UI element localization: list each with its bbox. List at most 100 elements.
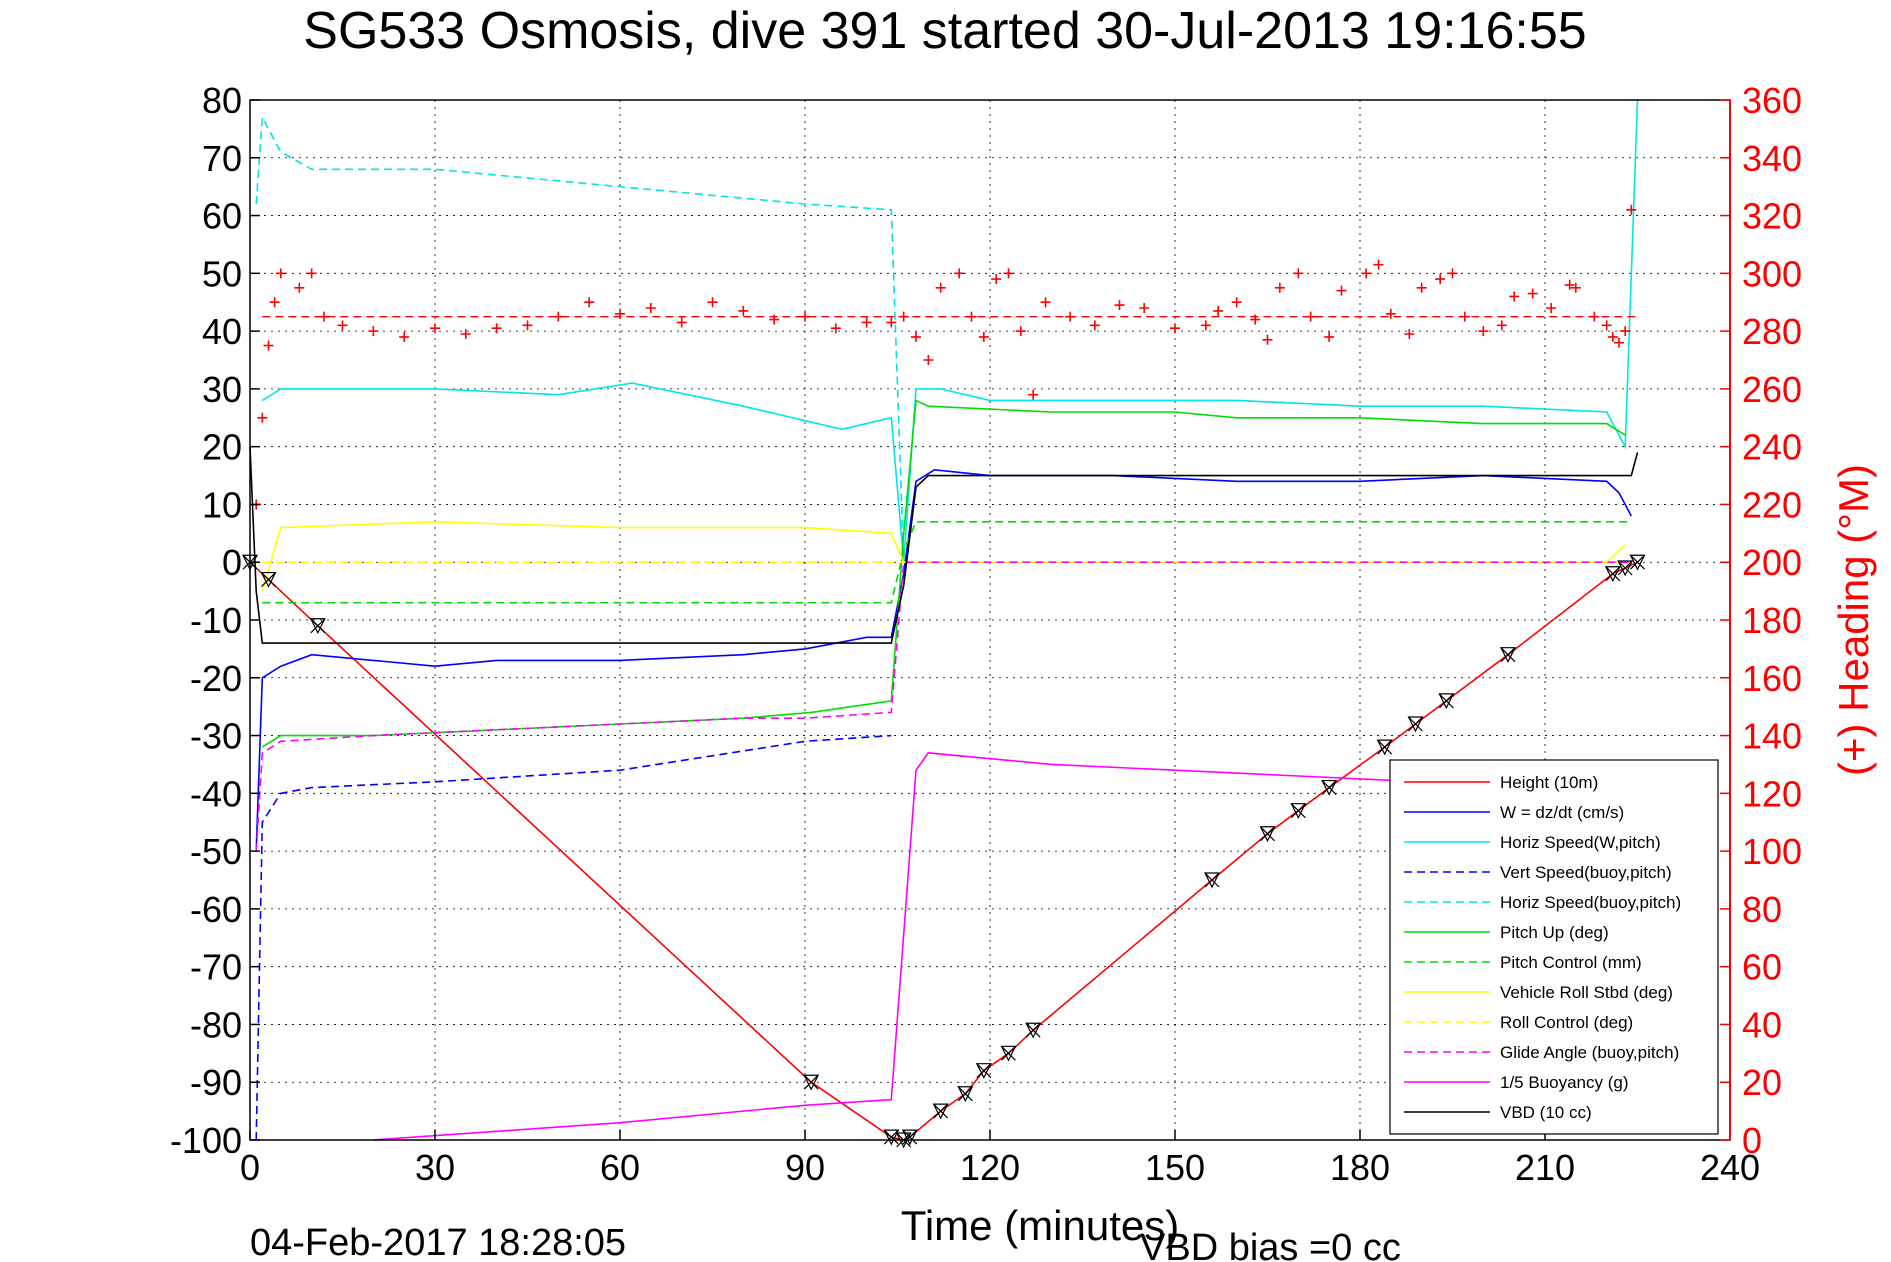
x-tick-label: 240: [1700, 1147, 1760, 1188]
legend-label: Height (10m): [1500, 773, 1598, 792]
heading-point: [1589, 311, 1600, 322]
dive-marker: [1204, 872, 1220, 889]
heading-point: [1003, 268, 1014, 279]
heading-point: [1015, 326, 1026, 337]
dive-marker: [1376, 739, 1393, 756]
y-tick-label: 60: [202, 196, 242, 237]
heading-point: [1496, 320, 1507, 331]
dive-marker: [1025, 1022, 1042, 1039]
y2-tick-label: 360: [1742, 80, 1802, 121]
heading-point: [1385, 308, 1396, 319]
y-tick-label: -10: [190, 600, 242, 641]
heading-point: [1435, 274, 1446, 285]
heading-point: [1416, 282, 1427, 293]
heading-point: [1089, 320, 1100, 331]
heading-point: [800, 311, 810, 322]
heading-point: [676, 317, 687, 328]
heading-point: [830, 323, 841, 334]
legend-label: Horiz Speed(buoy,pitch): [1500, 893, 1681, 912]
heading-point: [1139, 303, 1150, 313]
heading-point: [1040, 297, 1051, 308]
heading-point: [430, 323, 440, 334]
y2-tick-label: 40: [1742, 1004, 1782, 1045]
y2-tick-label: 220: [1742, 484, 1802, 525]
heading-point: [769, 314, 780, 325]
dive-marker: [957, 1086, 974, 1103]
heading-point: [898, 311, 909, 322]
heading-point: [491, 323, 502, 334]
series-line: [261, 520, 1626, 592]
y-tick-label: -40: [190, 773, 242, 814]
x-tick-label: 0: [240, 1147, 260, 1188]
heading-point: [1170, 323, 1180, 334]
series-line: [255, 468, 1633, 852]
dive-marker: [1438, 693, 1455, 710]
heading-point: [966, 311, 977, 322]
dive-marker: [803, 1074, 820, 1091]
legend-label: Glide Angle (buoy,pitch): [1500, 1043, 1679, 1062]
y-tick-label: 80: [202, 80, 242, 121]
x-tick-label: 120: [960, 1147, 1020, 1188]
x-tick-label: 90: [785, 1147, 825, 1188]
heading-point: [460, 329, 471, 339]
heading-point: [1065, 311, 1076, 322]
y-tick-label: 10: [202, 484, 242, 525]
heading-point: [861, 317, 872, 328]
x-tick-label: 60: [600, 1147, 640, 1188]
heading-point: [294, 282, 305, 293]
data-series: [249, 99, 1639, 1141]
heading-point: [738, 305, 749, 316]
y2-axis-label: (+) Heading (°M): [1830, 464, 1877, 776]
y2-tick-label: 340: [1742, 138, 1802, 179]
heading-point: [1213, 305, 1224, 316]
y2-tick-label: 0: [1742, 1120, 1762, 1161]
y-tick-label: -80: [190, 1004, 242, 1045]
heading-point: [1527, 288, 1538, 299]
dive-marker: [1000, 1045, 1017, 1062]
legend: Height (10m) W = dz/dt (cm/s) Horiz Speed(…: [1389, 759, 1719, 1135]
y2-tick-label: 120: [1742, 773, 1802, 814]
heading-point: [1028, 389, 1039, 400]
heading-point: [1231, 297, 1242, 308]
heading-point: [1293, 268, 1304, 279]
y2-axis-ticks: 3603403203002802602402202001801601401201…: [1720, 80, 1802, 1161]
dive-marker: [1604, 566, 1621, 583]
heading-point: [1546, 303, 1557, 313]
y2-tick-label: 80: [1742, 889, 1782, 930]
y-tick-label: 0: [222, 542, 242, 583]
dive-marker: [1617, 560, 1634, 577]
series-line: [255, 114, 905, 563]
heading-point: [1250, 314, 1261, 325]
heading-point: [923, 355, 934, 365]
heading-point: [1447, 268, 1458, 279]
heading-point: [707, 297, 718, 308]
heading-point: [1373, 259, 1384, 270]
heading-point: [1459, 311, 1470, 322]
footer-vbd-bias: VBD bias =0 cc: [1140, 1227, 1401, 1262]
heading-point: [337, 320, 348, 331]
heading-point: [615, 308, 625, 319]
heading-point: [978, 331, 989, 342]
dive-marker: [1407, 716, 1424, 733]
y2-tick-label: 60: [1742, 947, 1782, 988]
y2-tick-label: 180: [1742, 600, 1802, 641]
heading-point: [399, 331, 410, 342]
x-axis-label: Time (minutes): [901, 1202, 1179, 1249]
legend-label: W = dz/dt (cm/s): [1500, 803, 1624, 822]
heading-point: [954, 268, 965, 279]
heading-point: [1564, 279, 1575, 290]
heading-point: [645, 303, 656, 313]
y2-tick-label: 240: [1742, 427, 1802, 468]
heading-point: [319, 311, 329, 322]
x-tick-label: 180: [1330, 1147, 1390, 1188]
heading-point: [275, 268, 286, 279]
y-tick-label: -100: [170, 1120, 242, 1161]
series-line: [261, 399, 1626, 748]
legend-box: [1389, 759, 1719, 1135]
y2-tick-label: 20: [1742, 1062, 1782, 1103]
y-tick-label: -50: [190, 831, 242, 872]
heading-point: [263, 340, 274, 351]
y2-tick-label: 300: [1742, 253, 1802, 294]
heading-point: [1114, 300, 1125, 311]
series-line: [255, 561, 1632, 852]
